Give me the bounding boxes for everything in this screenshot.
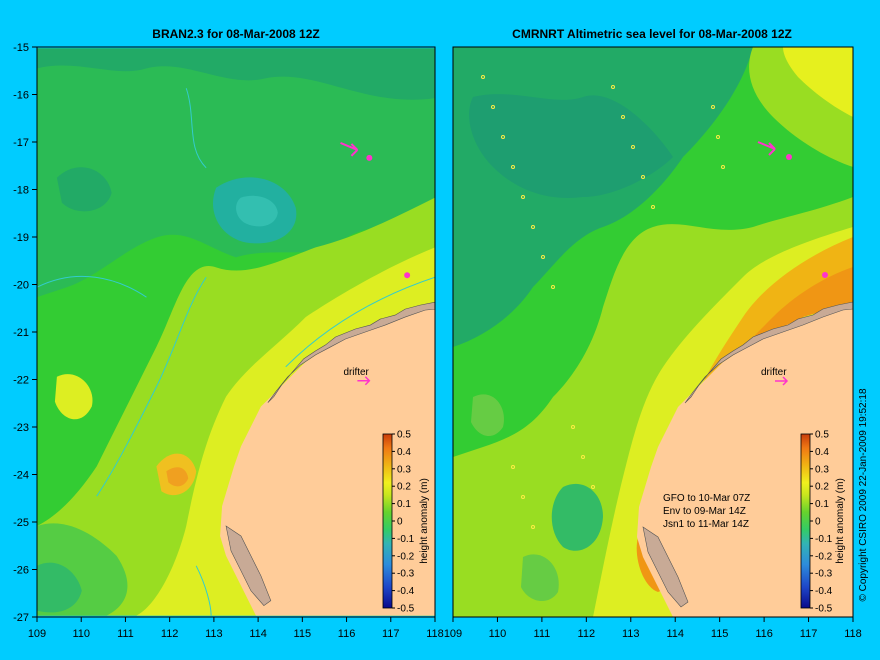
- lon-tick-label: 114: [666, 628, 684, 640]
- lon-tick-label: 115: [711, 628, 729, 640]
- lon-tick-label: 116: [755, 628, 773, 640]
- lat-tick-label: -22: [13, 375, 29, 387]
- lon-tick-label: 113: [622, 628, 640, 640]
- annotation-env: Env to 09-Mar 14Z: [663, 506, 746, 517]
- lat-tick-label: -25: [13, 517, 29, 529]
- lon-tick-label: 117: [382, 628, 400, 640]
- lon-tick-label: 110: [72, 628, 90, 640]
- colorbar-tick-label: 0: [397, 517, 403, 528]
- panel-bran-map: drifter: [37, 48, 435, 616]
- panel-bran: drifter BRAN2.3 for 08-Mar-2008 12Z 109 1…: [13, 27, 444, 640]
- lon-tick-label: 111: [534, 628, 551, 640]
- panel-cmrnrt-colorbar: 0.5 0.4 0.3 0.2 0.1 0 -0.1 -0.2 -0.3 -0.4 -0.5 hei…: [800, 430, 846, 615]
- drifter-arrow-icon-2: [775, 376, 789, 386]
- drifter-label: drifter: [343, 367, 369, 378]
- lon-tick-label: 112: [161, 628, 179, 640]
- lon-tick-label: 111: [117, 628, 134, 640]
- lat-tick-label: -18: [13, 185, 29, 197]
- colorbar-tick-label: 0.5: [815, 430, 829, 441]
- panel-cmrnrt-colorbar-label: height anomaly (m): [835, 478, 846, 564]
- colorbar-tick-label: 0.3: [815, 464, 829, 475]
- colorbar-tick-label: -0.3: [815, 569, 833, 580]
- lat-tick-label: -17: [13, 137, 29, 149]
- panel-bran-colorbar: 0.5 0.4 0.3 0.2 0.1 0 -0.1 -0.2 -0.3 -0.4 -0.5 hei…: [382, 430, 430, 615]
- colorbar-tick-label: 0.1: [815, 499, 829, 510]
- lon-tick-label: 114: [249, 628, 267, 640]
- colorbar-tick-label: -0.3: [397, 569, 415, 580]
- panel-cmrnrt-title: CMRNRT Altimetric sea level for 08-Mar-2…: [512, 27, 792, 41]
- lon-tick-label: 118: [844, 628, 862, 640]
- lat-tick-label: -20: [13, 280, 29, 292]
- drifter-track-arrow: [340, 142, 359, 157]
- panel-bran-lon-ticks: 109 110 111 112 113 114 115 116 117 118: [28, 617, 444, 640]
- drifter-arrow-icon: [357, 376, 371, 386]
- drifter-label-2: drifter: [761, 367, 787, 378]
- lat-tick-label: -21: [13, 327, 29, 339]
- lat-tick-label: -16: [13, 90, 29, 102]
- colorbar-tick-label: 0: [815, 517, 821, 528]
- colorbar-tick-label: 0.4: [815, 447, 829, 458]
- lon-tick-label: 116: [338, 628, 356, 640]
- colorbar-tick-label: -0.5: [397, 604, 415, 615]
- copyright-text: © Copyright CSIRO 2009 22-Jan-2009 19:52…: [858, 388, 869, 601]
- colorbar-tick-label: 0.2: [397, 482, 411, 493]
- lon-tick-label: 118: [426, 628, 444, 640]
- lat-tick-label: -19: [13, 232, 29, 244]
- lat-tick-label: -23: [13, 422, 29, 434]
- lon-tick-label: 109: [444, 628, 462, 640]
- lat-tick-label: -27: [13, 612, 29, 624]
- lat-tick-label: -26: [13, 565, 29, 577]
- colorbar-tick-label: -0.2: [815, 551, 833, 562]
- lat-tick-label: -24: [13, 470, 29, 482]
- colorbar-tick-label: -0.5: [815, 604, 833, 615]
- lon-tick-label: 109: [28, 628, 46, 640]
- panel-bran-title: BRAN2.3 for 08-Mar-2008 12Z: [152, 27, 319, 41]
- lon-tick-label: 112: [578, 628, 596, 640]
- colorbar-tick-label: -0.1: [815, 534, 833, 545]
- colorbar-tick-label: 0.3: [397, 464, 411, 475]
- lat-tick-label: -15: [13, 42, 29, 54]
- lon-tick-label: 113: [205, 628, 223, 640]
- colorbar-tick-label: -0.4: [397, 586, 415, 597]
- colorbar-tick-label: 0.4: [397, 447, 411, 458]
- lon-tick-label: 115: [294, 628, 312, 640]
- colorbar-tick-label: 0.1: [397, 499, 411, 510]
- drifter-track-arrow-2: [757, 141, 776, 156]
- panel-cmrnrt: drifter GFO to 10-Mar 07Z Env to 09-Mar …: [444, 27, 862, 640]
- annotation-jsn1: Jsn1 to 11-Mar 14Z: [663, 519, 749, 530]
- panel-bran-colorbar-label: height anomaly (m): [419, 478, 430, 564]
- colorbar-tick-label: -0.1: [397, 534, 415, 545]
- colorbar-tick-label: 0.5: [397, 430, 411, 441]
- panel-bran-lat-ticks: -15 -16 -17 -18 -19 -20 -21 -22 -23 -24 -25 -26 -27: [13, 42, 37, 624]
- colorbar-tick-label: 0.2: [815, 482, 829, 493]
- annotation-gfo: GFO to 10-Mar 07Z: [663, 493, 750, 504]
- colorbar-tick-label: -0.2: [397, 551, 415, 562]
- panel-cmrnrt-map: drifter GFO to 10-Mar 07Z Env to 09-Mar …: [453, 47, 853, 617]
- colorbar-tick-label: -0.4: [815, 586, 833, 597]
- lon-tick-label: 117: [800, 628, 818, 640]
- panel-cmrnrt-lon-ticks: 109 110 111 112 113 114 115 116 117 118: [444, 617, 862, 640]
- drifter-marker-1: [404, 272, 411, 279]
- lon-tick-label: 110: [489, 628, 507, 640]
- drifter-marker-2: [822, 272, 828, 278]
